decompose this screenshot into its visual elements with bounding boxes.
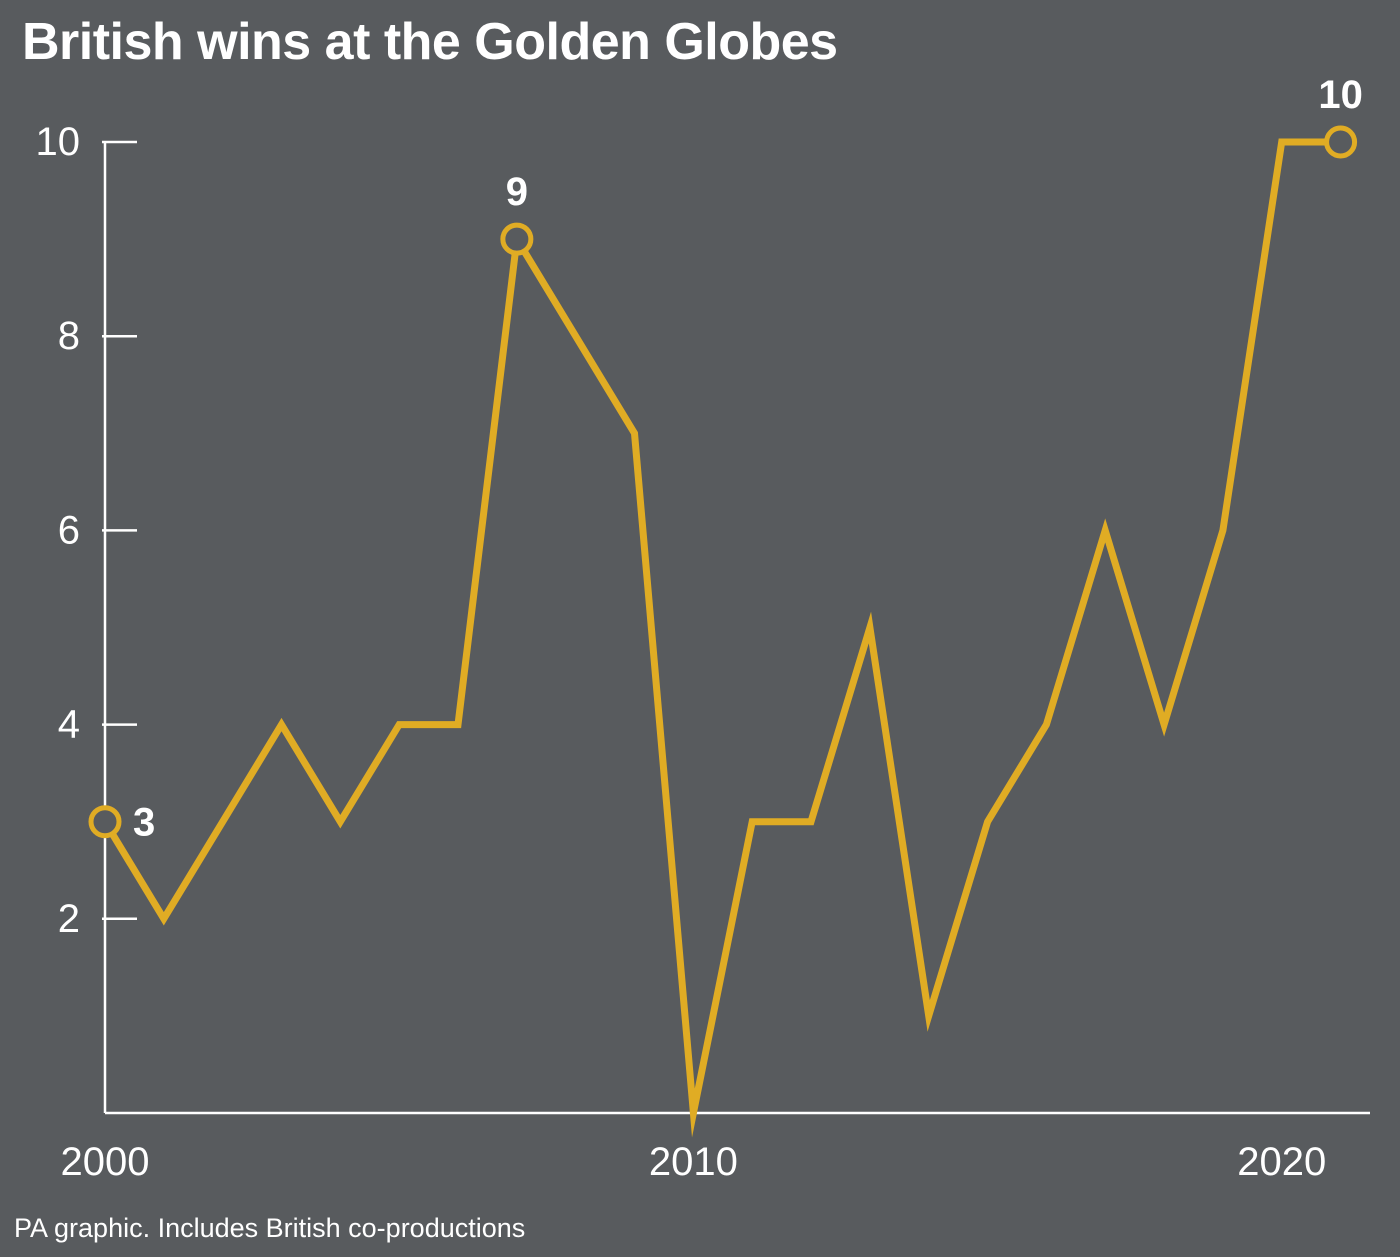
data-point [633, 431, 637, 435]
y-tick-label: 10 [36, 120, 81, 164]
highlight-marker [88, 805, 122, 839]
data-point [1103, 528, 1107, 532]
data-point [868, 626, 872, 630]
series-line [102, 138, 1341, 1138]
source-footnote: PA graphic. Includes British co-producti… [14, 1213, 526, 1243]
data-point [221, 820, 225, 824]
y-tick-label: 6 [58, 508, 80, 552]
y-axis: 2 4 6 8 10 [36, 120, 137, 1113]
data-point [691, 1111, 695, 1115]
data-point [280, 723, 284, 727]
chart-title: British wins at the Golden Globes [22, 13, 838, 71]
data-point [456, 723, 460, 727]
y-tick-label: 8 [58, 314, 80, 358]
highlight-marker [500, 222, 534, 256]
data-point [750, 820, 754, 824]
series [102, 138, 1341, 1138]
data-point [809, 820, 813, 824]
data-point [1221, 528, 1225, 532]
data-label: 9 [506, 170, 528, 214]
data-point [1280, 140, 1284, 144]
data-point [1044, 723, 1048, 727]
x-axis: 2000 2010 2020 [61, 1111, 1370, 1184]
x-tick-label: 2010 [649, 1140, 738, 1184]
data-point [1162, 723, 1166, 727]
data-label: 10 [1318, 73, 1363, 117]
data-point [927, 1014, 931, 1018]
data-point [574, 334, 578, 338]
x-tick-label: 2020 [1237, 1140, 1326, 1184]
y-tick-label: 4 [58, 703, 80, 747]
highlight-marker [1324, 125, 1358, 159]
data-point [986, 820, 990, 824]
data-point [162, 917, 166, 921]
y-tick-label: 2 [58, 897, 80, 941]
annotations: 3 9 10 [88, 73, 1363, 845]
x-tick-label: 2000 [61, 1140, 150, 1184]
data-point [397, 723, 401, 727]
data-label: 3 [133, 801, 155, 845]
data-point [338, 820, 342, 824]
